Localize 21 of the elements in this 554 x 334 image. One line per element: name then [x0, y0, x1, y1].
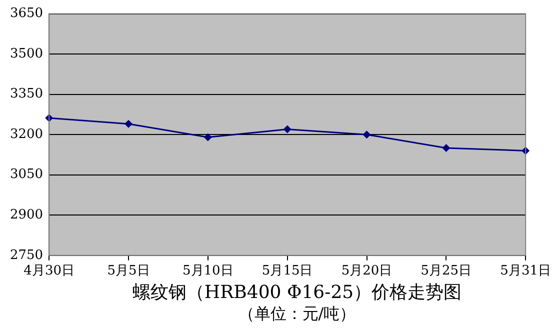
x-tick-label: 5月10日 — [182, 264, 234, 279]
point — [204, 133, 212, 142]
x-tick-label: 5月5日 — [107, 264, 150, 279]
point — [283, 125, 292, 134]
x-tick-label: 5月25日 — [420, 264, 472, 279]
point — [442, 144, 450, 152]
y-tick-label: 3650 — [10, 6, 44, 22]
y-tick-label: 2900 — [10, 208, 44, 223]
x-tick-label: 4月30日 — [24, 264, 74, 279]
x-tick-label: 5月20日 — [341, 264, 392, 279]
y-tick-label: 3200 — [10, 126, 44, 142]
point — [362, 130, 371, 139]
x-tick-label: 5月31日 — [500, 264, 552, 279]
point — [124, 120, 132, 128]
y-tick-label: 3350 — [10, 86, 44, 102]
y-tick-label: 3500 — [10, 46, 44, 62]
text: 螺纹钢（HRB400 Φ16-25）价格走势图 — [131, 282, 463, 304]
y-tick-label: 3050 — [10, 167, 44, 182]
y-tick-label: 2750 — [10, 248, 44, 263]
x-tick-label: 5月15日 — [262, 264, 313, 279]
text: （单位：元/吨） — [237, 304, 357, 324]
